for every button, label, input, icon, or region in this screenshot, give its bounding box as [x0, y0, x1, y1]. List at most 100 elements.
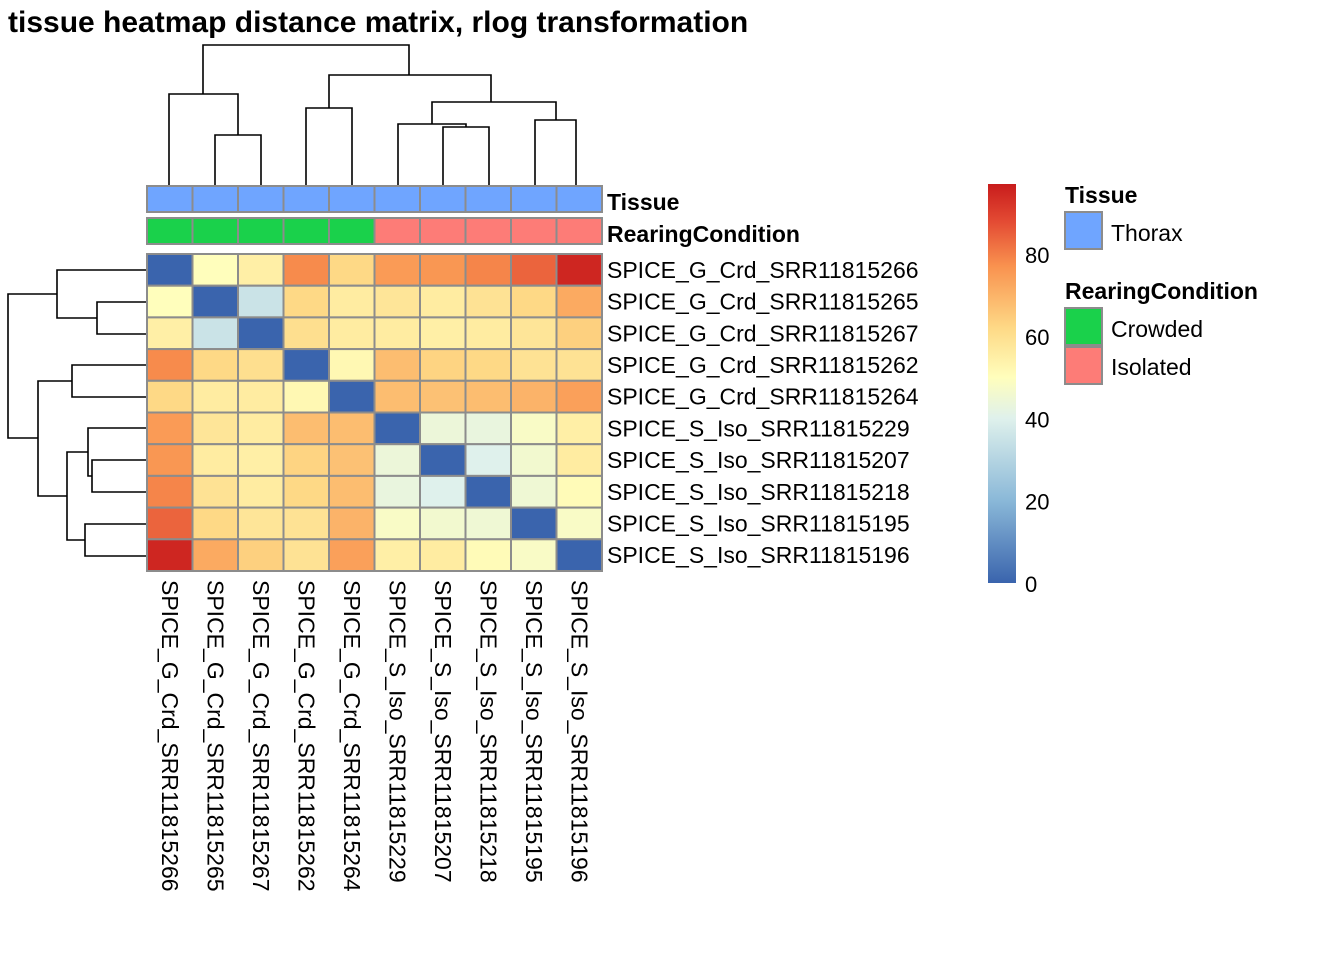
heatmap-cell [510, 538, 558, 572]
heatmap-cell [510, 316, 558, 351]
heatmap-cell [555, 443, 603, 477]
heatmap-cell [191, 506, 239, 541]
column-label: SPICE_S_Iso_SRR11815207 [430, 580, 456, 883]
heatmap-cell [510, 253, 558, 287]
annotation-cell [328, 217, 376, 245]
chart-title: tissue heatmap distance matrix, rlog tra… [8, 6, 748, 39]
heatmap-cell [373, 538, 421, 572]
legend-label-crowded: Crowded [1111, 316, 1203, 342]
column-label: SPICE_S_Iso_SRR11815195 [521, 580, 547, 883]
heatmap-cell [373, 348, 421, 382]
heatmap-cell [282, 443, 330, 477]
legend-swatch-crowded [1064, 307, 1103, 346]
annotation-cell [555, 217, 603, 245]
heatmap-cell [464, 284, 512, 319]
heatmap-cell [419, 411, 467, 446]
heatmap-cell [464, 348, 512, 382]
color-scale-tick-label: 80 [1025, 243, 1049, 268]
heatmap-cell [328, 284, 376, 319]
heatmap-cell [282, 253, 330, 287]
color-scale: 0 20 40 60 80 [988, 184, 1049, 597]
legend-label-thorax: Thorax [1111, 220, 1183, 246]
row-label: SPICE_G_Crd_SRR11815265 [607, 289, 919, 315]
column-labels: SPICE_G_Crd_SRR11815266 SPICE_G_Crd_SRR11… [157, 580, 593, 892]
heatmap-cell [373, 411, 421, 446]
heatmap-cell [510, 379, 558, 414]
heatmap-cell [373, 253, 421, 287]
annotation-cell [146, 217, 194, 245]
legend-label-isolated: Isolated [1111, 354, 1192, 380]
heatmap-cell [328, 443, 376, 477]
heatmap-cell [237, 379, 285, 414]
annotation-cell [510, 217, 558, 245]
heatmap-cell [464, 538, 512, 572]
color-scale-tick-label: 0 [1025, 572, 1037, 597]
column-label: SPICE_S_Iso_SRR11815229 [384, 580, 410, 883]
annotation-cell [146, 185, 194, 213]
annotation-cell [282, 217, 330, 245]
row-label: SPICE_S_Iso_SRR11815229 [607, 415, 910, 441]
heatmap-cell [555, 348, 603, 382]
heatmap-cell [328, 316, 376, 351]
annotation-cell [237, 217, 285, 245]
heatmap-cell [419, 506, 467, 541]
heatmap-cell [237, 443, 285, 477]
row-label: SPICE_G_Crd_SRR11815266 [607, 257, 919, 283]
heatmap-cell [555, 316, 603, 351]
row-labels: SPICE_G_Crd_SRR11815266 SPICE_G_Crd_SRR11… [607, 257, 919, 568]
annotation-cell [328, 185, 376, 213]
heatmap-cell [146, 379, 194, 414]
heatmap-cell [555, 253, 603, 287]
heatmap-cell [464, 253, 512, 287]
heatmap-cell [555, 284, 603, 319]
heatmap-cell [191, 443, 239, 477]
heatmap-cell [328, 379, 376, 414]
annotation-cell [373, 185, 421, 213]
annotation-cell [419, 217, 467, 245]
row-label: SPICE_S_Iso_SRR11815195 [607, 510, 910, 536]
column-label: SPICE_G_Crd_SRR11815266 [157, 580, 183, 892]
annotation-cell [464, 185, 512, 213]
heatmap-cell [191, 253, 239, 287]
heatmap-cell [237, 506, 285, 541]
heatmap-cell [464, 474, 512, 509]
heatmap-cell [282, 474, 330, 509]
annotation-cell [555, 185, 603, 213]
heatmap-cell [237, 538, 285, 572]
heatmap-cell [464, 316, 512, 351]
column-dendrogram-branches [168, 44, 577, 185]
annotation-cell [282, 185, 330, 213]
heatmap-cell [146, 411, 194, 446]
row-label: SPICE_G_Crd_SRR11815264 [607, 384, 919, 410]
legend-title-rearing-condition: RearingCondition [1065, 278, 1258, 304]
heatmap-cell [282, 348, 330, 382]
heatmap-cell [419, 253, 467, 287]
heatmap-cell [328, 348, 376, 382]
heatmap-cell [146, 284, 194, 319]
color-scale-tick-label: 20 [1025, 490, 1049, 515]
row-dendrogram-branches [7, 269, 147, 557]
heatmap-cell [555, 474, 603, 509]
heatmap-cell [191, 474, 239, 509]
annotation-cell [373, 217, 421, 245]
heatmap-cell [419, 284, 467, 319]
heatmap-cell [464, 506, 512, 541]
heatmap-cell [146, 474, 194, 509]
heatmap-cell [282, 506, 330, 541]
heatmap-cell [555, 379, 603, 414]
heatmap-cell [555, 538, 603, 572]
heatmap-cell [237, 316, 285, 351]
heatmap-cell [237, 348, 285, 382]
color-scale-ticks: 0 20 40 60 80 [1025, 243, 1049, 597]
heatmap-cell [282, 316, 330, 351]
annotation-cell [419, 185, 467, 213]
heatmap-cells [146, 253, 603, 572]
annotation-legend: Tissue Thorax RearingCondition Crowded I… [1064, 182, 1258, 385]
heatmap-cell [237, 411, 285, 446]
heatmap-cell [146, 316, 194, 351]
heatmap-cell [191, 284, 239, 319]
row-label: SPICE_G_Crd_SRR11815262 [607, 352, 919, 378]
heatmap-cell [419, 538, 467, 572]
heatmap-cell [237, 474, 285, 509]
